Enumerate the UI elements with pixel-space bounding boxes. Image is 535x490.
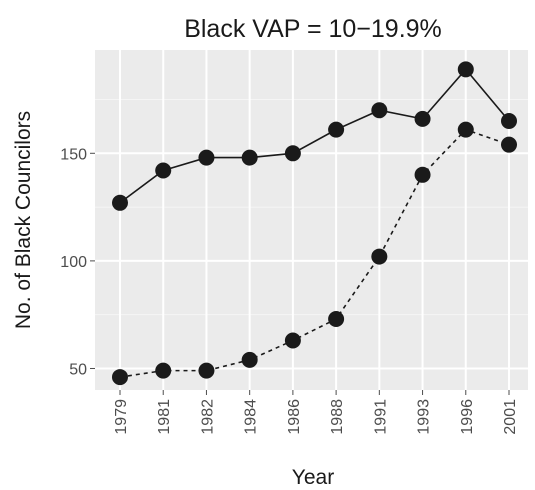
x-axis-title: Year: [292, 466, 334, 489]
x-tick-labels: 1979 1981 1982 1984 1986 1988 1991 1993 1996 2001: [113, 390, 519, 435]
series-lines: [119, 68, 510, 378]
data-point: [284, 332, 301, 349]
y-tick-label: 150: [60, 146, 87, 163]
data-point: [328, 310, 345, 327]
y-axis-title: No. of Black Councilors: [12, 111, 35, 329]
data-point: [414, 110, 431, 127]
data-point: [284, 145, 301, 162]
data-point: [155, 162, 172, 179]
x-tick-label: 1982: [199, 399, 216, 435]
y-tick-labels: 50 100 150: [60, 146, 95, 378]
y-tick-label: 100: [60, 254, 87, 271]
plot-panel: [95, 50, 528, 390]
x-tick-label: 1988: [329, 399, 346, 435]
gridlines: [95, 50, 528, 390]
series-line-dashed: [119, 128, 510, 378]
data-point: [371, 248, 388, 265]
x-tick-label: 2001: [502, 399, 519, 435]
series-points: [112, 61, 517, 386]
data-point: [457, 121, 474, 138]
x-tick-label: 1981: [156, 399, 173, 435]
data-point: [414, 166, 431, 183]
data-point: [457, 61, 474, 78]
data-point: [198, 149, 215, 166]
data-point: [328, 121, 345, 138]
data-point: [241, 149, 258, 166]
data-point: [112, 194, 128, 211]
data-point: [112, 369, 128, 386]
data-point: [501, 113, 517, 130]
chart-title: Black VAP = 10−19.9%: [184, 15, 442, 43]
x-tick-label: 1991: [372, 399, 389, 435]
y-tick-label: 50: [69, 361, 87, 378]
data-point: [371, 102, 388, 119]
x-tick-label: 1993: [416, 399, 433, 435]
x-tick-label: 1996: [459, 399, 476, 435]
x-tick-label: 1979: [113, 399, 130, 435]
data-point: [198, 362, 215, 379]
x-tick-label: 1984: [243, 399, 260, 435]
data-point: [155, 362, 172, 379]
x-tick-label: 1986: [286, 399, 303, 435]
data-point: [501, 136, 517, 153]
data-point: [241, 351, 258, 368]
series-line-solid: [119, 68, 510, 204]
